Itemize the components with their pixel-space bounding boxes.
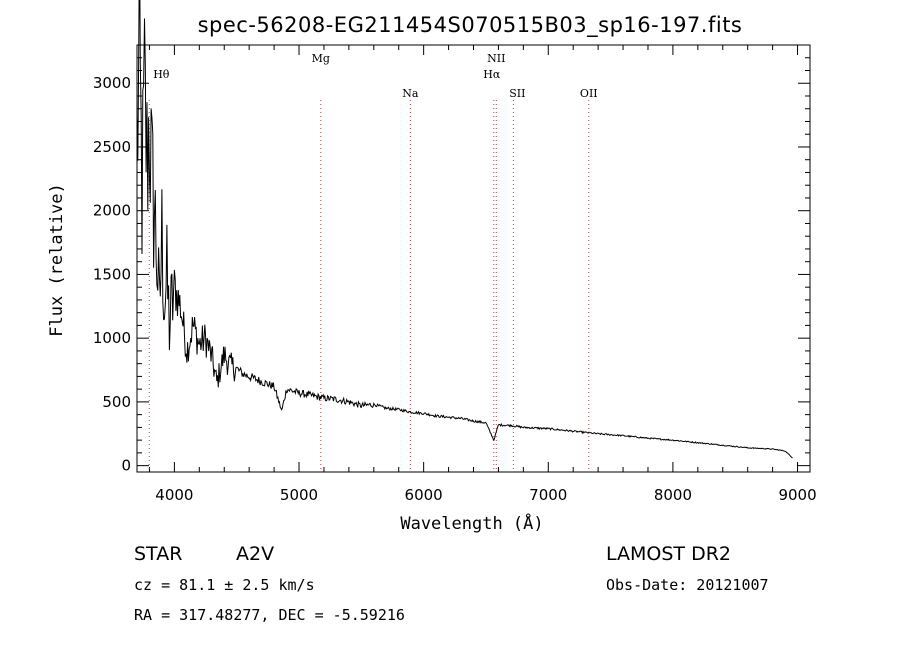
spectral-line-label: Hα [483,68,501,81]
spectral-line-label: Mg [312,52,330,65]
spectral-line-label: NII [487,52,505,65]
x-tick-label: 9000 [778,486,816,504]
plot-frame [136,44,811,473]
y-tick-label: 2500 [93,138,131,156]
spectral-line-markers: Hθ Mg Na NII Hα SII OII [148,52,598,472]
spectral-line-label: Hθ [153,68,170,81]
y-axis-ticks: 0 500 1000 1500 2000 2500 3000 [93,57,810,475]
object-class-label: STAR [134,543,182,565]
x-tick-label: 4000 [155,486,193,504]
y-tick-label: 500 [102,393,131,411]
spectrum-line [136,0,793,459]
y-tick-label: 3000 [93,74,131,92]
spectrum-series [136,0,793,459]
x-tick-label: 5000 [280,486,318,504]
obs-date-label: Obs-Date: 20121007 [606,576,769,594]
coords-label: RA = 317.48277, DEC = -5.59216 [134,606,405,624]
spectral-line-label: SII [509,87,525,100]
chart-title: spec-56208-EG211454S070515B03_sp16-197.f… [198,13,743,38]
y-axis-label: Flux (relative) [47,183,67,337]
survey-label: LAMOST DR2 [606,543,731,565]
spectral-line-label: OII [580,87,598,100]
spectral-line-label: Na [402,87,419,100]
x-tick-label: 6000 [405,486,443,504]
subclass-label: A2V [236,543,274,565]
y-tick-label: 1000 [93,329,131,347]
x-tick-label: 7000 [529,486,567,504]
y-tick-label: 2000 [93,202,131,220]
y-tick-label: 1500 [93,265,131,283]
x-tick-label: 8000 [654,486,692,504]
y-tick-label: 0 [121,457,131,475]
x-axis-label: Wavelength (Å) [400,512,543,534]
redshift-label: cz = 81.1 ± 2.5 km/s [134,576,315,594]
x-axis-ticks: 4000 5000 6000 7000 8000 9000 [148,45,817,504]
